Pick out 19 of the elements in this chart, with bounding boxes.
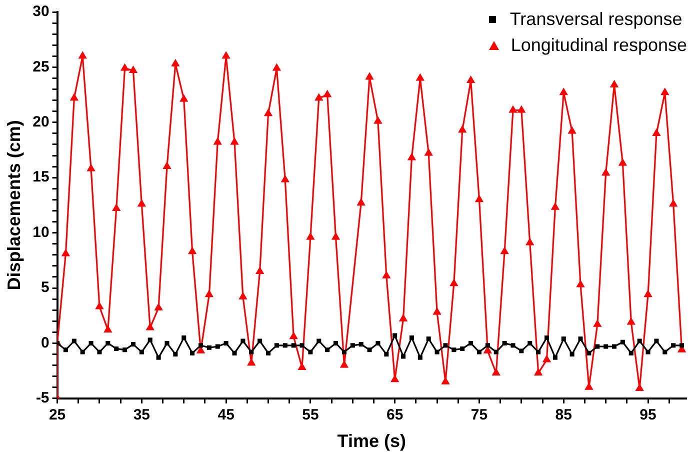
y-tick-label: -5 [36, 390, 50, 407]
x-tick-label: 55 [302, 406, 319, 424]
x-tick-label: 75 [470, 406, 488, 424]
y-tick-label: 10 [32, 224, 50, 241]
x-axis-title: Time (s) [337, 431, 406, 452]
y-tick-label: 0 [40, 334, 50, 352]
x-tick-label: 95 [640, 406, 656, 424]
y-tick-label: 25 [32, 58, 50, 76]
y-axis-title: Displacements (cm) [4, 120, 24, 290]
y-tick-label: 20 [32, 114, 50, 131]
y-tick-label: 15 [32, 168, 50, 186]
legend-label: Longitudinal response [510, 34, 687, 57]
x-tick-label: 65 [386, 406, 404, 424]
y-tick-label: 30 [32, 3, 50, 20]
x-tick-label: 45 [218, 406, 234, 424]
x-tick-label: 85 [555, 406, 572, 424]
x-tick-label: 35 [133, 406, 150, 424]
legend-label: Transversal response [510, 8, 682, 31]
y-tick-label: 5 [40, 279, 50, 296]
